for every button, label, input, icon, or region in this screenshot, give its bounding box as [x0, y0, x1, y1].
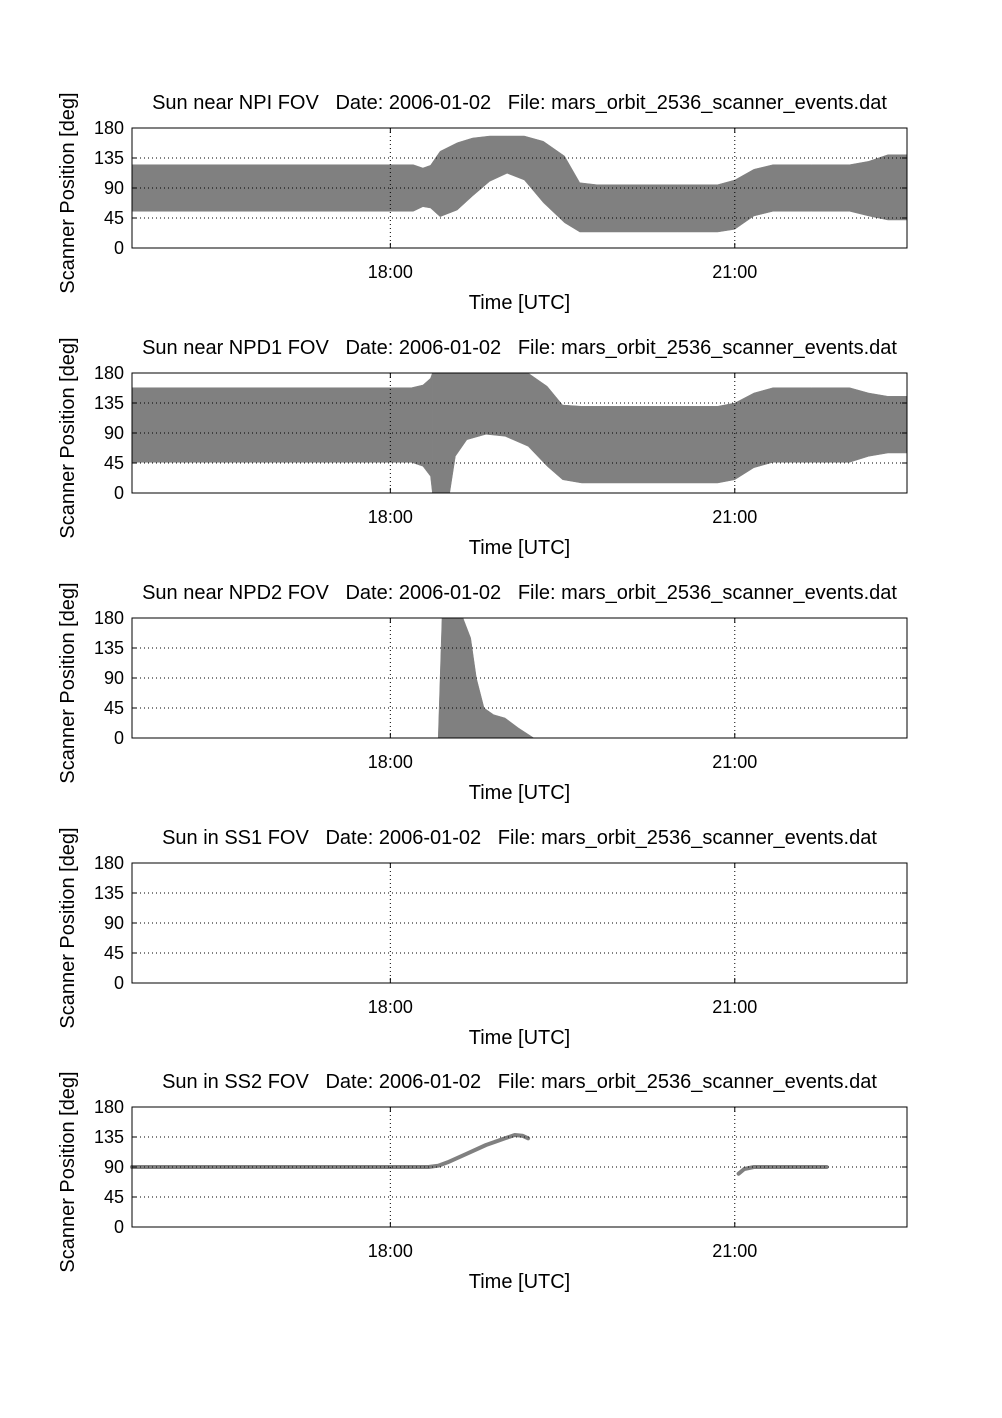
y-tick-label: 45 [104, 453, 124, 473]
y-tick-label: 135 [94, 148, 124, 168]
chart-title: Sun near NPD1 FOV Date: 2006-01-02 File:… [142, 337, 897, 359]
chart-title: Sun in SS1 FOV Date: 2006-01-02 File: ma… [162, 827, 877, 849]
x-tick-label: 21:00 [712, 262, 757, 282]
y-tick-label: 90 [104, 1157, 124, 1177]
y-axis-label: Scanner Position [deg] [57, 582, 79, 783]
y-tick-label: 180 [94, 1097, 124, 1117]
x-tick-label: 18:00 [368, 262, 413, 282]
x-tick-label: 18:00 [368, 752, 413, 772]
chart-title: Sun in SS2 FOV Date: 2006-01-02 File: ma… [162, 1071, 877, 1093]
y-axis-label: Scanner Position [deg] [57, 337, 79, 538]
x-axis-label: Time [UTC] [469, 782, 570, 804]
y-axis-label: Scanner Position [deg] [57, 92, 79, 293]
y-tick-label: 0 [114, 973, 124, 993]
x-tick-label: 21:00 [712, 752, 757, 772]
y-tick-label: 90 [104, 913, 124, 933]
y-tick-label: 135 [94, 1127, 124, 1147]
x-tick-label: 21:00 [712, 997, 757, 1017]
y-tick-label: 135 [94, 883, 124, 903]
y-tick-label: 0 [114, 728, 124, 748]
x-tick-label: 18:00 [368, 997, 413, 1017]
y-tick-label: 180 [94, 363, 124, 383]
y-tick-label: 0 [114, 1217, 124, 1237]
x-axis-label: Time [UTC] [469, 1027, 570, 1049]
chart-panel-5: 0 45 90 135 180 18:00 21:00 Sun in SS2 FOV Date… [57, 1071, 908, 1293]
y-tick-label: 45 [104, 1187, 124, 1207]
y-tick-label: 45 [104, 208, 124, 228]
y-tick-label: 180 [94, 118, 124, 138]
y-axis-label: Scanner Position [deg] [57, 827, 79, 1028]
series-line-1 [130, 1133, 531, 1169]
y-tick-label: 90 [104, 178, 124, 198]
y-tick-label: 45 [104, 943, 124, 963]
y-tick-label: 180 [94, 608, 124, 628]
y-tick-label: 180 [94, 853, 124, 873]
x-tick-label: 21:00 [712, 507, 757, 527]
x-axis-label: Time [UTC] [469, 537, 570, 559]
series-line-2 [736, 1165, 829, 1176]
chart-panel-3: 0 45 90 135 180 18:00 21:00 Sun near NPD2 FOV D… [57, 582, 908, 804]
y-tick-label: 90 [104, 423, 124, 443]
x-tick-label: 18:00 [368, 507, 413, 527]
y-tick-label: 45 [104, 698, 124, 718]
y-tick-label: 135 [94, 638, 124, 658]
chart-title: Sun near NPD2 FOV Date: 2006-01-02 File:… [142, 582, 897, 604]
x-axis-label: Time [UTC] [469, 292, 570, 314]
y-tick-label: 135 [94, 393, 124, 413]
y-axis-label: Scanner Position [deg] [57, 1071, 79, 1272]
chart-panel-4: 0 45 90 135 180 18:00 21:00 Sun in SS1 FOV Date… [57, 827, 908, 1049]
x-tick-label: 21:00 [712, 1241, 757, 1261]
chart-panel-1: 0 45 90 135 180 18:00 21:00 Sun near NPI FOV Da… [57, 92, 908, 314]
plot-area [132, 863, 907, 983]
plot-area [132, 618, 907, 738]
y-tick-label: 0 [114, 238, 124, 258]
series-band-2 [432, 372, 450, 494]
y-tick-label: 90 [104, 668, 124, 688]
chart-panel-2: 0 45 90 135 180 18:00 21:00 Sun near NPD1 FOV D… [57, 337, 908, 559]
x-axis-label: Time [UTC] [469, 1271, 570, 1293]
y-tick-label: 0 [114, 483, 124, 503]
chart-title: Sun near NPI FOV Date: 2006-01-02 File: … [152, 92, 887, 114]
x-tick-label: 18:00 [368, 1241, 413, 1261]
